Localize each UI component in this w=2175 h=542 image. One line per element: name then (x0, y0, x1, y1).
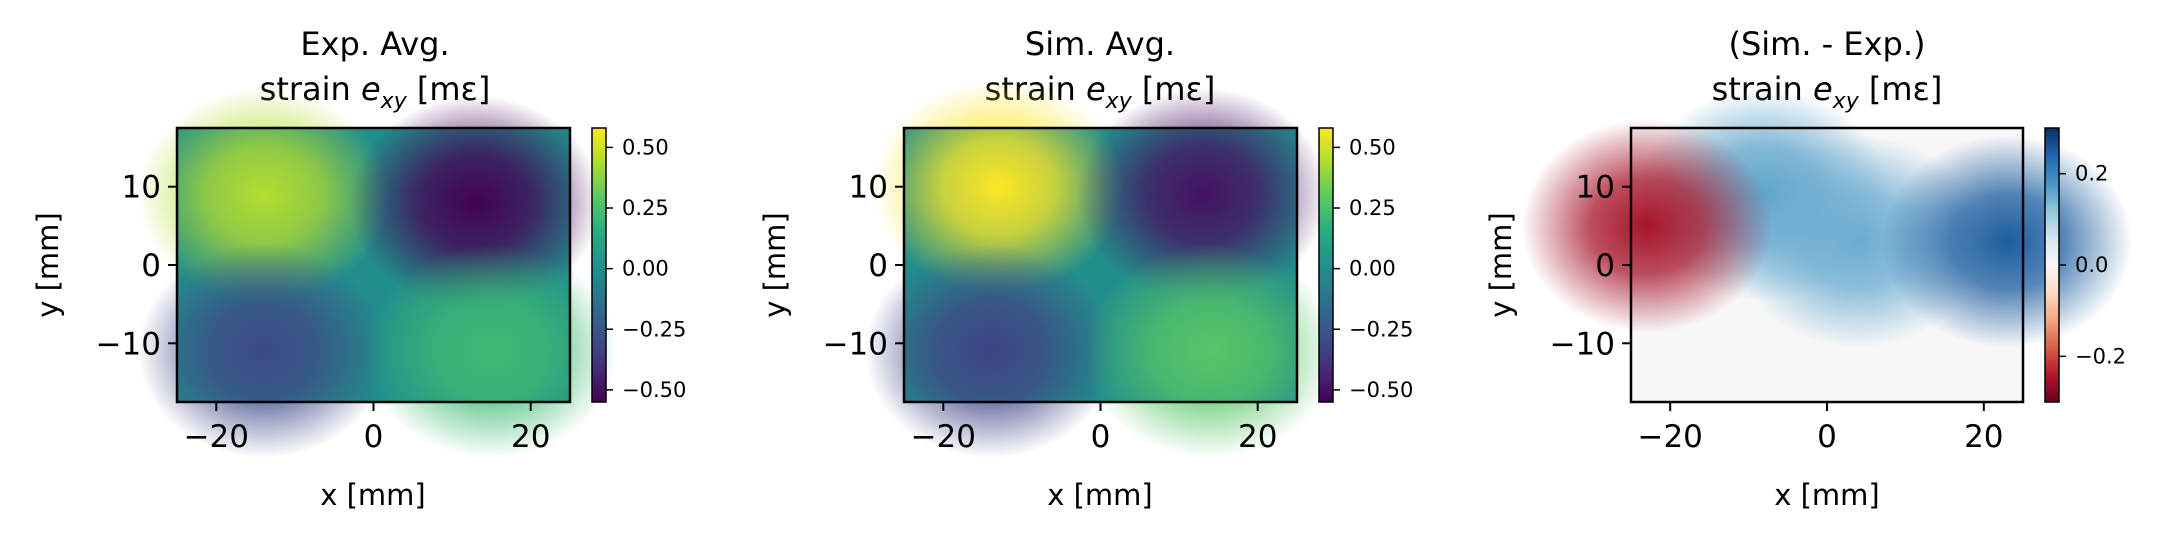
x-tick-label: 0 (1091, 419, 1111, 455)
x-tick-label: 20 (1964, 419, 2003, 455)
title-space (1859, 70, 1869, 108)
x-axis-ticks: −20 0 20 (911, 402, 1277, 455)
colorbar: −0.50 −0.25 0.00 0.25 0.50 (1318, 127, 1413, 403)
title-symbol: e (361, 70, 381, 108)
y-tick-label: −10 (1550, 326, 1615, 362)
colorbar-gradient (1318, 127, 1334, 403)
colorbar-tick-label: 0.0 (2075, 253, 2108, 277)
x-axis-ticks: −20 0 20 (1637, 402, 2004, 455)
x-axis-ticks: −20 0 20 (184, 402, 550, 455)
y-tick-label: 0 (141, 248, 161, 284)
heatmap-feature (872, 79, 1125, 294)
chart-title-line1: Sim. Avg. (1025, 25, 1175, 63)
colorbar-tick-label: −0.25 (1349, 317, 1413, 341)
y-tick-label: 10 (849, 170, 888, 206)
y-tick-label: −10 (823, 326, 888, 362)
heatmap-feature (1521, 119, 1773, 333)
title-subscript: xy (380, 89, 408, 114)
colorbar-tick-label: 0.00 (1349, 257, 1396, 281)
heatmap-area (1521, 87, 2133, 402)
y-tick-label: 0 (868, 248, 888, 284)
colorbar-tick-label: −0.2 (2075, 344, 2126, 368)
heatmap-feature (137, 244, 390, 459)
heatmap-feature (1076, 87, 1329, 302)
y-axis-label: y [mm] (1484, 212, 1518, 318)
colorbar-tick-label: 0.00 (622, 257, 669, 281)
heatmap-feature (864, 244, 1117, 459)
x-axis-label: x [mm] (320, 478, 426, 512)
title-space (407, 70, 417, 108)
colorbar-tick-label: −0.50 (1349, 378, 1413, 402)
colorbar-tick-label: 0.2 (2075, 162, 2108, 186)
y-axis-label: y [mm] (31, 212, 65, 318)
x-axis-label: x [mm] (1047, 478, 1153, 512)
y-axis-ticks: −10 0 10 (1550, 170, 1631, 362)
title-unit: [mε] (1869, 70, 1942, 108)
chart-title-line1: (Sim. - Exp.) (1728, 25, 1925, 63)
title-symbol: e (1086, 70, 1106, 108)
y-axis-label: y [mm] (758, 212, 792, 318)
x-tick-label: −20 (1637, 419, 1702, 455)
heatmap-area (864, 79, 1337, 459)
colorbar-tick-label: −0.25 (622, 317, 686, 341)
x-tick-label: 20 (1238, 419, 1277, 455)
colorbar-tick-label: −0.50 (622, 378, 686, 402)
colorbar: −0.2 0.0 0.2 (2044, 127, 2126, 403)
x-tick-label: −20 (184, 419, 249, 455)
colorbar-tick-label: 0.50 (622, 135, 669, 159)
colorbar-gradient (591, 127, 607, 403)
y-tick-label: 10 (1576, 170, 1615, 206)
heatmap-feature (1084, 244, 1337, 459)
heatmap-area (137, 87, 618, 459)
y-axis-ticks: −10 0 10 (96, 170, 177, 362)
colorbar: −0.50 −0.25 0.00 0.25 0.50 (591, 127, 686, 403)
y-axis-ticks: −10 0 10 (823, 170, 904, 362)
colorbar-gradient (2044, 127, 2060, 403)
y-tick-label: −10 (96, 326, 161, 362)
x-tick-label: 20 (511, 419, 550, 455)
x-tick-label: 0 (364, 419, 384, 455)
panel-exp-avg: Exp. Avg. strain exy [mε] −20 0 20 −10010 … (31, 25, 686, 512)
x-axis-label: x [mm] (1774, 478, 1880, 512)
colorbar-tick-label: 0.25 (622, 196, 669, 220)
x-tick-label: 0 (1817, 419, 1837, 455)
colorbar-tick-label: 0.25 (1349, 196, 1396, 220)
heatmap-feature (137, 87, 390, 302)
y-tick-label: 0 (1595, 248, 1615, 284)
chart-title-line1: Exp. Avg. (300, 25, 449, 63)
x-tick-label: −20 (911, 419, 976, 455)
colorbar-tick-label: 0.50 (1349, 135, 1396, 159)
heatmap-feature (1881, 134, 2133, 349)
y-tick-label: 10 (122, 170, 161, 206)
heatmap-feature (365, 244, 618, 459)
